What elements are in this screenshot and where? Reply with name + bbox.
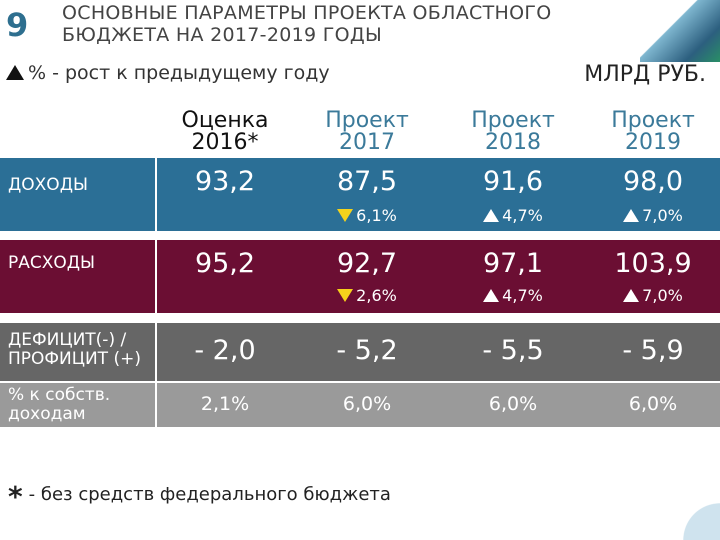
decorative-accent (640, 0, 720, 62)
footnote: * - без средств федерального бюджета (8, 480, 391, 513)
column-header-2018: Проект 2018 (448, 110, 578, 154)
percent-label-line2: доходам (8, 404, 86, 424)
footnote-mark: * (8, 480, 23, 513)
income-row: ДОХОДЫ 93,2 87,5 91,6 98,0 6,1% 4,7% 7,0… (0, 158, 720, 231)
triangle-down-icon (337, 289, 354, 302)
change-value: 7,0% (642, 206, 683, 225)
income-2018: 91,6 (482, 166, 544, 197)
income-2019: 98,0 (622, 166, 684, 197)
triangle-up-icon (6, 65, 24, 80)
percent-label-line1: % к собств. (8, 385, 111, 405)
expense-2018: 97,1 (482, 248, 544, 279)
units-label: МЛРД РУБ. (584, 62, 706, 87)
column-header-2016: Оценка 2016* (160, 110, 290, 154)
deficit-row: ДЕФИЦИТ(-) / ПРОФИЦИТ (+) - 2,0 - 5,2 - … (0, 323, 720, 381)
percent-row: % к собств. доходам 2,1% 6,0% 6,0% 6,0% (0, 383, 720, 427)
column-header-line2: 2016* (191, 130, 259, 155)
change-value: 2,6% (356, 286, 397, 305)
percent-2019: 6,0% (628, 393, 678, 415)
change-value: 6,1% (356, 206, 397, 225)
income-change-2019: 7,0% (588, 206, 718, 225)
triangle-up-icon (623, 209, 640, 222)
triangle-up-icon (623, 289, 640, 302)
percent-2018: 6,0% (488, 393, 538, 415)
expense-2019: 103,9 (614, 248, 692, 279)
page-title: ОСНОВНЫЕ ПАРАМЕТРЫ ПРОЕКТА ОБЛАСТНОГО БЮ… (62, 2, 622, 46)
legend-text: % - рост к предыдущему году (28, 62, 330, 84)
income-label: ДОХОДЫ (8, 175, 88, 195)
column-header-line2: 2018 (485, 130, 541, 155)
expense-label: РАСХОДЫ (8, 253, 96, 273)
expense-row: РАСХОДЫ 95,2 92,7 97,1 103,9 2,6% 4,7% 7… (0, 240, 720, 313)
change-value: 4,7% (502, 206, 543, 225)
column-header-line1: Проект (611, 108, 695, 133)
deficit-2016: - 2,0 (194, 335, 256, 366)
triangle-down-icon (337, 209, 354, 222)
expense-change-2017: 2,6% (302, 286, 432, 305)
change-value: 7,0% (642, 286, 683, 305)
income-2017: 87,5 (336, 166, 398, 197)
column-header-line1: Проект (325, 108, 409, 133)
expense-change-2018: 4,7% (448, 286, 578, 305)
income-2016: 93,2 (194, 166, 256, 197)
deficit-2017: - 5,2 (336, 335, 398, 366)
triangle-up-icon (483, 289, 500, 302)
change-value: 4,7% (502, 286, 543, 305)
expense-change-2019: 7,0% (588, 286, 718, 305)
deficit-label-line2: ПРОФИЦИТ (+) (8, 349, 141, 369)
percent-label: % к собств. доходам (8, 386, 110, 424)
triangle-up-icon (483, 209, 500, 222)
legend: % - рост к предыдущему году (6, 62, 330, 84)
title-line-2: БЮДЖЕТА НА 2017-2019 ГОДЫ (62, 24, 383, 46)
column-header-line2: 2017 (339, 130, 395, 155)
expense-2016: 95,2 (194, 248, 256, 279)
percent-2016: 2,1% (200, 393, 250, 415)
slide-number: 9 (6, 6, 29, 44)
column-header-line1: Оценка (181, 108, 269, 133)
column-header-2017: Проект 2017 (302, 110, 432, 154)
column-header-line1: Проект (471, 108, 555, 133)
decorative-corner (650, 500, 720, 540)
income-change-2017: 6,1% (302, 206, 432, 225)
percent-2017: 6,0% (342, 393, 392, 415)
deficit-label: ДЕФИЦИТ(-) / ПРОФИЦИТ (+) (8, 331, 141, 369)
title-line-1: ОСНОВНЫЕ ПАРАМЕТРЫ ПРОЕКТА ОБЛАСТНОГО (62, 2, 552, 24)
expense-2017: 92,7 (336, 248, 398, 279)
deficit-2019: - 5,9 (622, 335, 684, 366)
column-divider (155, 158, 157, 427)
column-header-line2: 2019 (625, 130, 681, 155)
column-header-2019: Проект 2019 (588, 110, 718, 154)
footnote-text: - без средств федерального бюджета (28, 484, 391, 505)
deficit-label-line1: ДЕФИЦИТ(-) / (8, 330, 127, 350)
income-change-2018: 4,7% (448, 206, 578, 225)
deficit-2018: - 5,5 (482, 335, 544, 366)
